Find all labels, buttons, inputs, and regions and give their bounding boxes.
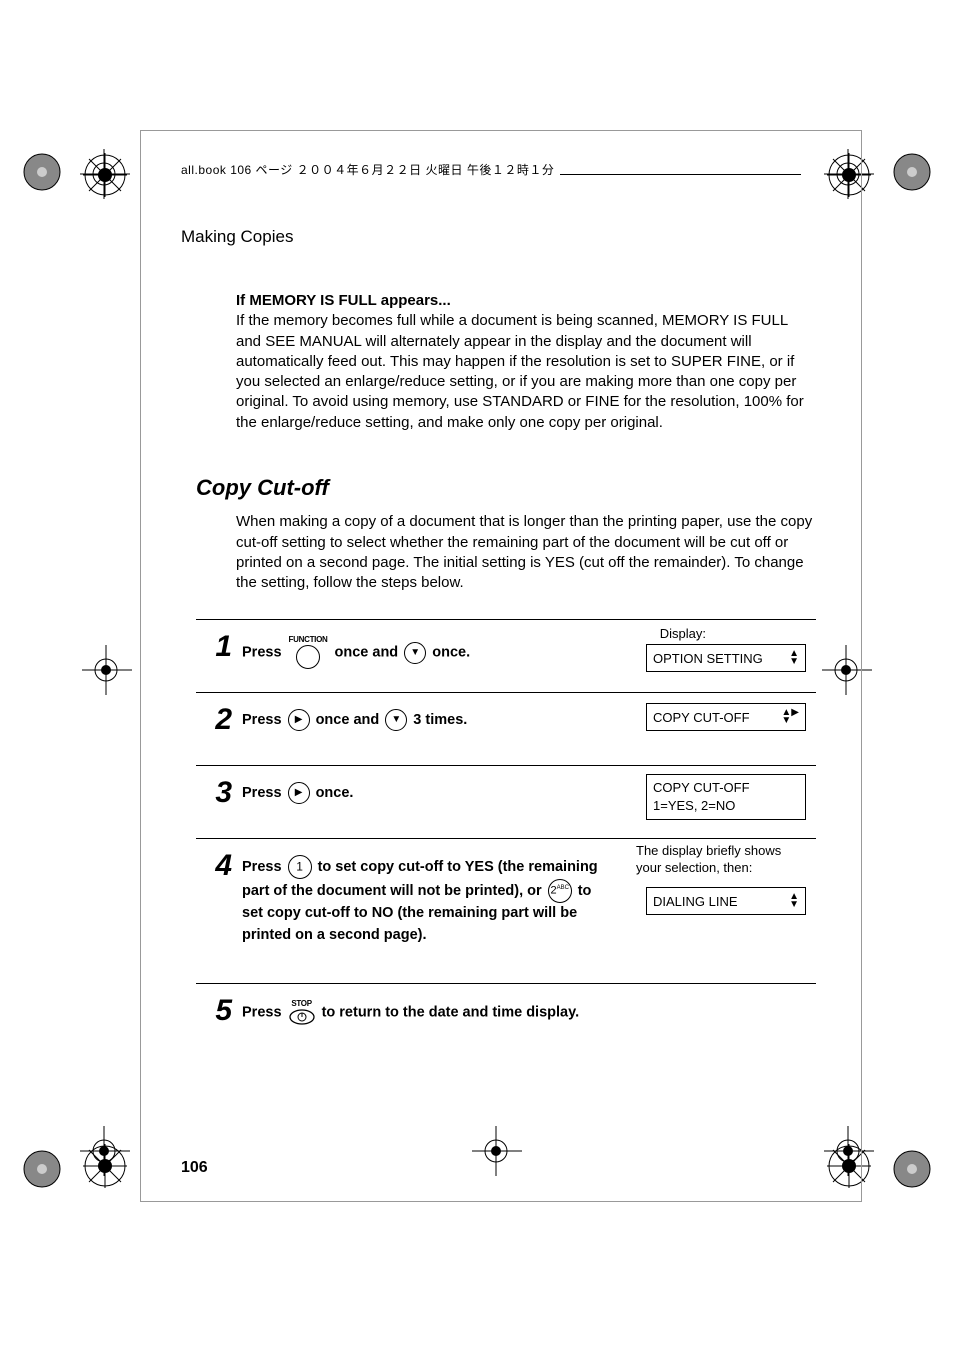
steps-table: Display: 1 Press FUNCTION once and ▼ onc… [196,619,816,1056]
stop-key-icon: STOP [289,1000,315,1025]
step-2-display-text: COPY CUT-OFF [653,709,750,727]
step-2-text-b: once and [316,713,384,729]
section-title: Copy Cut-off [196,473,816,503]
step-3-display: COPY CUT-OFF 1=YES, 2=NO [646,774,806,819]
step-4-number: 4 [196,851,232,881]
corner-mark-tl [80,150,130,200]
step-3-number: 3 [196,778,232,808]
step-2-number: 2 [196,705,232,735]
updown-right-icon: ▲▶▼ [781,709,799,725]
step-5-text-b: to return to the date and time display. [322,1005,580,1021]
hollow-corner-bl [20,1147,64,1191]
display-heading: Display: [660,625,706,643]
step-3-text-b: once. [316,786,354,802]
down-key-icon: ▼ [404,642,426,665]
hollow-corner-br [890,1147,934,1191]
step-1-text-b: once and [335,645,403,661]
step-1-text-a: Press [242,645,286,661]
memory-full-body: If the memory becomes full while a docum… [236,311,816,433]
step-1: Display: 1 Press FUNCTION once and ▼ onc… [196,620,816,693]
step-3-display-line2: 1=YES, 2=NO [653,797,735,815]
step-3-text-a: Press [242,786,286,802]
running-head: Making Copies [181,227,293,247]
step-4-display-text: DIALING LINE [653,893,738,911]
step-1-display: OPTION SETTING ▲▼ [646,644,806,672]
corner-mark-bl [80,1141,130,1191]
step-2-text-a: Press [242,713,286,729]
step-5-body: Press STOP to return to the date and tim… [242,996,816,1025]
page-number: 106 [181,1159,208,1177]
memory-full-heading: If MEMORY IS FULL appears... [236,291,816,311]
content-area: If MEMORY IS FULL appears... If the memo… [236,291,816,1056]
down-key-icon: ▼ [385,709,407,732]
step-3: 3 Press ▶ once. COPY CUT-OFF 1=YES, 2=NO [196,766,816,839]
step-2-display: COPY CUT-OFF ▲▶▼ [646,703,806,731]
section-intro: When making a copy of a document that is… [236,512,816,593]
updown-icon: ▲▼ [789,650,799,666]
step-1-display-text: OPTION SETTING [653,650,763,668]
step-5: 5 Press STOP to return to the date and t… [196,984,816,1056]
step-4: 4 Press 1 to set copy cut-off to YES (th… [196,839,816,984]
numkey-2-icon: 2ABC [548,879,572,903]
step-3-display-line1: COPY CUT-OFF [653,779,750,797]
step-4-display: DIALING LINE ▲▼ [646,887,806,915]
step-2-text-c: 3 times. [413,713,467,729]
side-mark-left [62,640,152,700]
updown-icon: ▲▼ [789,893,799,909]
page-frame: all.book 106 ページ ２００４年６月２２日 火曜日 午後１２時１分 … [140,130,862,1202]
step-5-number: 5 [196,996,232,1026]
right-key-icon: ▶ [288,709,310,732]
step-1-text-c: once. [432,645,470,661]
step-5-text-a: Press [242,1005,286,1021]
hollow-corner-tr [890,150,934,194]
numkey-1-icon: 1 [288,855,312,879]
step-4-note: The display briefly shows your selection… [636,843,806,876]
step-4-text-a: Press [242,859,286,875]
right-key-icon: ▶ [288,782,310,805]
step-2: 2 Press ▶ once and ▼ 3 times. COPY CUT-O… [196,693,816,766]
book-tag: all.book 106 ページ ２００４年６月２２日 火曜日 午後１２時１分 [181,161,560,178]
function-key-icon: FUNCTION [289,636,328,669]
step-1-number: 1 [196,632,232,662]
hollow-corner-tl [20,150,64,194]
